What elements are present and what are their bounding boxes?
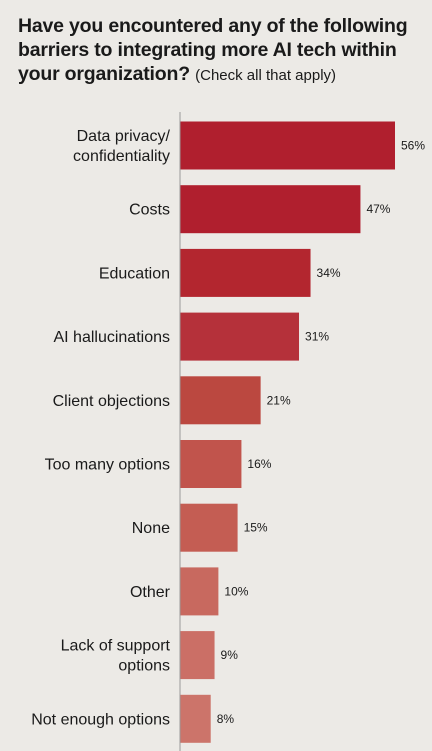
bar [180, 694, 211, 743]
bar [180, 185, 361, 234]
bar-value-label: 31% [305, 330, 329, 344]
bar-value-label: 56% [401, 139, 425, 153]
category-label: Too many options [45, 457, 170, 474]
chart-note: (Check all that apply) [195, 67, 337, 84]
category-label: None [132, 520, 170, 537]
bar-value-label: 34% [317, 266, 341, 280]
bar [180, 121, 395, 170]
chart-title: Have you encountered any of the followin… [18, 14, 422, 88]
category-labels: Data privacy/confidentiality Costs Educati… [31, 128, 170, 728]
bar [180, 248, 311, 297]
bar [180, 631, 215, 680]
category-label: confidentiality [73, 148, 170, 165]
bar-value-label: 10% [224, 584, 248, 598]
bar [180, 503, 238, 552]
bar-value-label: 47% [366, 202, 390, 216]
category-label: Other [130, 584, 171, 601]
category-label: Lack of support [61, 638, 171, 655]
category-label: Education [99, 265, 170, 282]
bar [180, 312, 300, 361]
bar-value-label: 16% [247, 457, 271, 471]
category-label: Data privacy/ [77, 128, 171, 145]
value-labels: 56% 47% 34% 31% 21% 16% 15% 10% 9% 8% [217, 139, 426, 726]
bars-group [180, 121, 395, 743]
category-label: AI hallucinations [53, 329, 170, 346]
bar-value-label: 21% [267, 393, 291, 407]
category-label: Costs [129, 202, 170, 219]
category-label: options [118, 658, 170, 675]
bar [180, 440, 242, 488]
category-label: Client objections [53, 393, 170, 410]
bar [180, 567, 219, 616]
bar [180, 376, 261, 425]
bar-value-label: 15% [244, 521, 268, 535]
bar-value-label: 9% [221, 648, 239, 662]
bar-value-label: 8% [217, 712, 235, 726]
chart-question: Have you encountered any of the followin… [18, 15, 408, 85]
category-label: Not enough options [31, 711, 170, 728]
